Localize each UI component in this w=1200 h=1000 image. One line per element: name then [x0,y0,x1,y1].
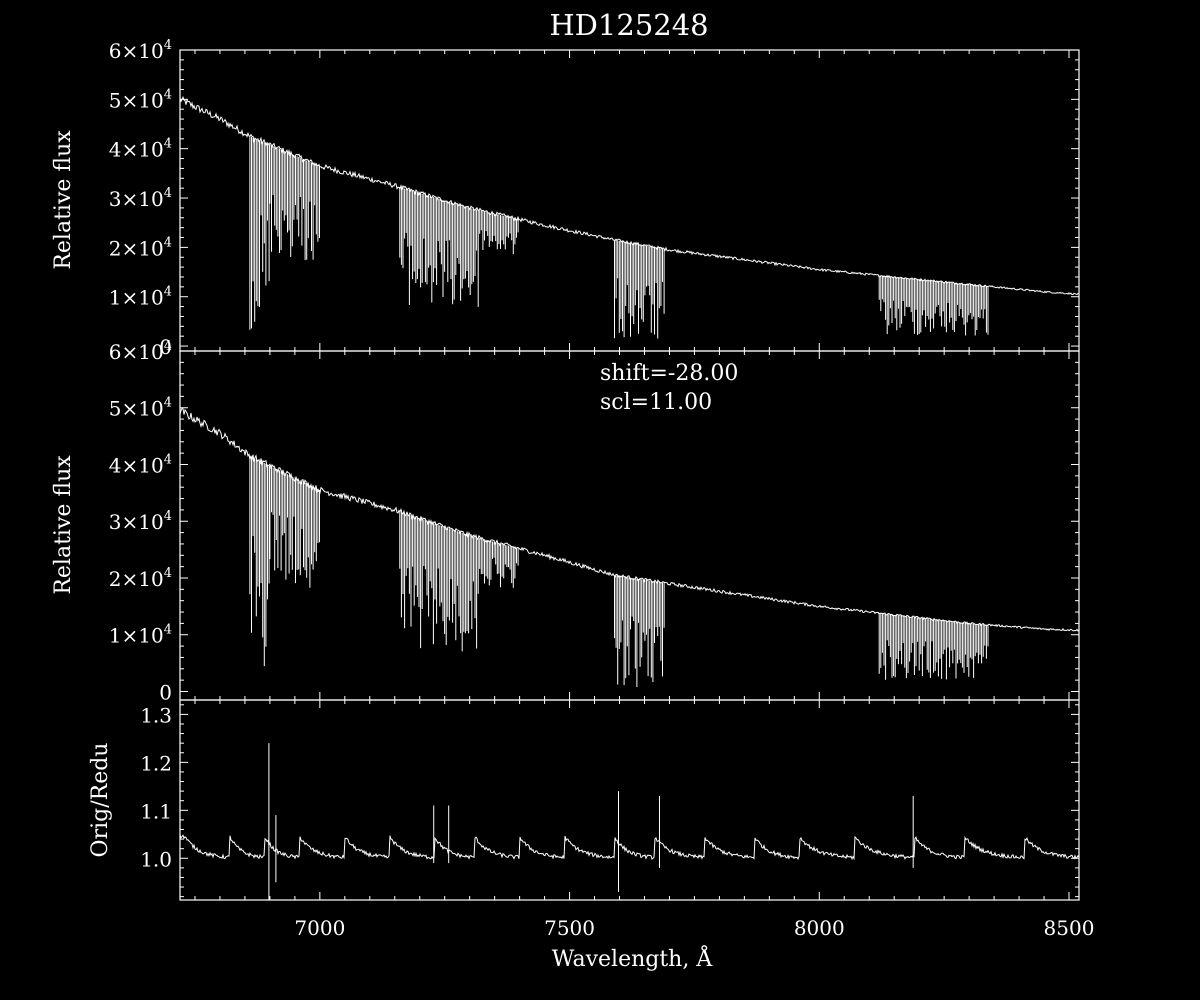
y-tick-label: 0 [159,335,172,359]
y-tick-label: 1.0 [140,847,172,871]
y-tick-label: 0 [159,680,172,704]
y-tick-label: 1×104 [109,623,172,648]
top-ylabel: Relative flux [51,130,76,270]
y-tick-label: 2×104 [109,566,172,591]
x-tick-label: 8500 [1044,916,1095,940]
shift-annotation: shift=-28.00 [600,361,738,386]
scale-annotation: scl=11.00 [600,390,712,415]
x-tick-label: 7000 [294,916,345,940]
y-tick-label: 3×104 [109,186,172,211]
y-tick-label: 1.1 [140,799,172,823]
x-tick-label: 7500 [544,916,595,940]
y-tick-label: 1.2 [140,751,172,775]
x-tick-label: 8000 [794,916,845,940]
y-tick-label: 3×104 [109,509,172,534]
bottom-ylabel: Orig/Redu [88,743,113,858]
y-tick-label: 5×104 [109,396,172,421]
y-tick-label: 4×104 [109,137,172,162]
spectrum-traces [179,95,1080,900]
y-tick-label: 6×104 [109,339,172,364]
y-tick-label: 6×104 [109,38,172,63]
flux-continuum [179,407,1080,632]
y-tick-label: 1×104 [109,285,172,310]
y-tick-label: 5×104 [109,87,172,112]
y-tick-label: 1.3 [140,703,172,727]
axis-ticks [180,49,1079,900]
y-tick-label: 4×104 [109,452,172,477]
chart-title: HD125248 [549,8,708,42]
x-axis-label: Wavelength, Å [552,944,714,972]
middle-ylabel: Relative flux [51,455,76,595]
y-tick-label: 2×104 [109,235,172,260]
bottom-panel-frame [179,699,1080,901]
axis-labels: 01×1042×1043×1044×1045×1046×10401×1042×1… [109,38,1095,940]
ratio-trace [179,834,1080,861]
